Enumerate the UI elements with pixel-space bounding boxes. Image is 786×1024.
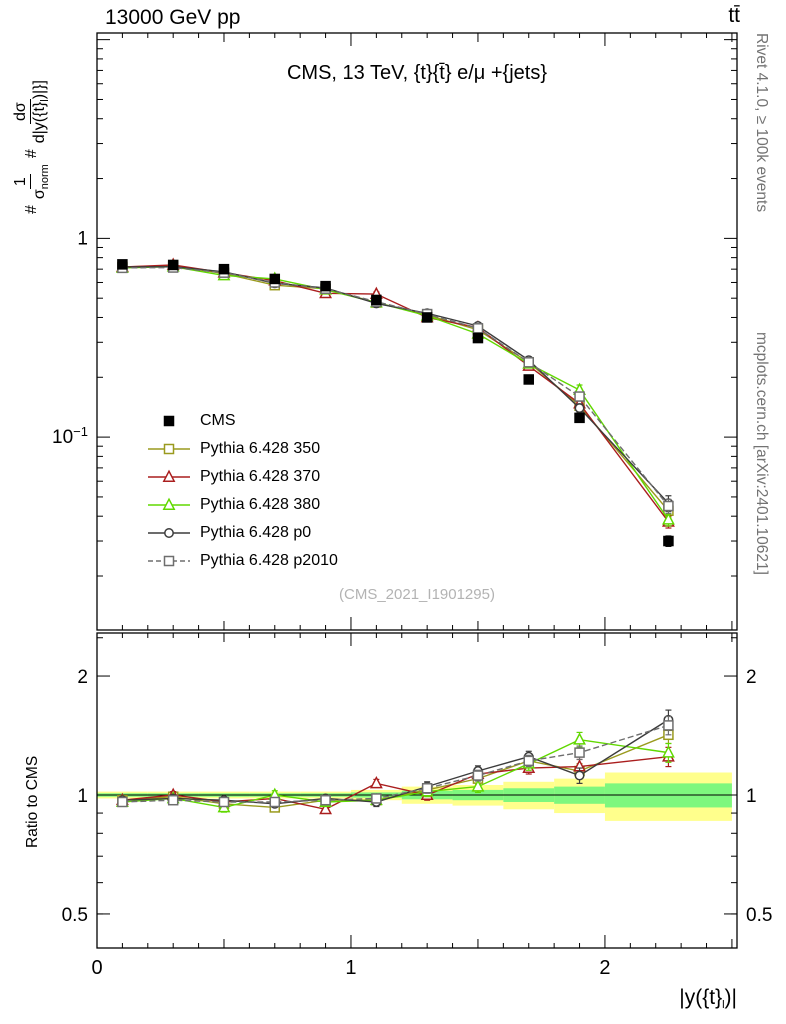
legend-item-pythia-370: Pythia 6.428 370 (146, 463, 338, 491)
legend-item-pythia-380: Pythia 6.428 380 (146, 491, 338, 519)
axes: 0 1 2 1 10−1 2 2 1 1 0.5 0.5 (52, 32, 772, 979)
beam-energy-label: 13000 GeV pp (105, 6, 241, 29)
legend-item-pythia-p2010: Pythia 6.428 p2010 (146, 547, 338, 575)
y-label-hash-1: # (23, 205, 41, 214)
plot-title: CMS, 13 TeV, {t}{t̄} e/μ +{jets} (286, 62, 548, 84)
x-tick-label: 0 (91, 957, 102, 979)
y-axis-label: # 1 σnorm # dσ d|y({t}l)|}] (12, 80, 52, 214)
analysis-id-watermark: (CMS_2021_I1901295) (339, 586, 495, 603)
ratio-axis-label: Ratio to CMS (24, 755, 41, 848)
legend: CMS Pythia 6.428 350 Pythia 6.428 370 Py… (146, 407, 338, 575)
rivet-version-caption: Rivet 4.1.0, ≥ 100k events (753, 33, 770, 213)
x-tick-label: 1 (345, 957, 356, 979)
process-label: tt̄ (728, 4, 740, 27)
x-axis-label: |y({t}l)| (679, 986, 737, 1011)
pythia-350-marker-icon (148, 443, 190, 455)
ratio-tick-label-left: 1 (77, 786, 88, 807)
cms-marker-icon (163, 415, 175, 427)
x-tick-label: 2 (599, 957, 610, 979)
pythia-p0-marker-icon (148, 528, 190, 538)
mcplots-caption: mcplots.cern.ch [arXiv:2401.10621] (753, 332, 770, 575)
y-tick-label: 10−1 (52, 424, 88, 448)
ratio-tick-label-left: 0.5 (62, 905, 88, 926)
legend-item-cms: CMS (146, 407, 338, 435)
cms-data-points (117, 259, 674, 547)
legend-item-pythia-p0: Pythia 6.428 p0 (146, 519, 338, 547)
ratio-tick-label-right: 2 (746, 667, 757, 688)
ratio-frame (96, 632, 738, 949)
y-label-frac-2: dσ d|y({t}l)|}] (12, 80, 52, 144)
y-label-hash-2: # (23, 149, 41, 159)
legend-item-pythia-350: Pythia 6.428 350 (146, 435, 338, 463)
y-label-frac-1: 1 σnorm (12, 164, 52, 200)
uncertainty-bands (97, 772, 732, 821)
pythia-380-marker-icon (148, 497, 190, 510)
ratio-tick-label-left: 2 (77, 667, 88, 688)
pythia-p2010-marker-icon (148, 555, 190, 567)
y-tick-label: 1 (77, 228, 88, 249)
ratio-tick-label-right: 0.5 (746, 905, 772, 926)
ratio-panel-series (115, 709, 675, 815)
main-frame (96, 32, 738, 631)
pythia-370-marker-icon (148, 469, 190, 482)
ratio-tick-label-right: 1 (746, 786, 757, 807)
